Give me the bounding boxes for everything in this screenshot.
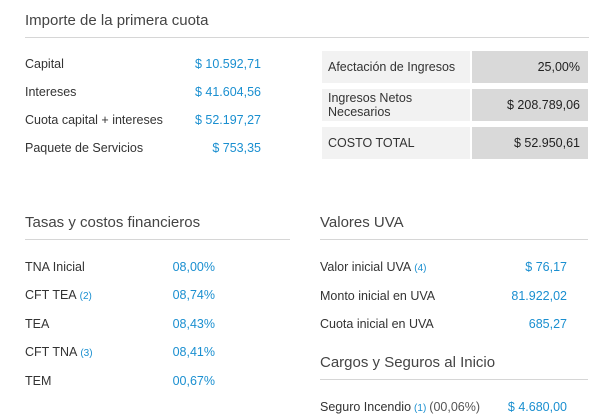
intereses-value: $ 41.604,56	[194, 85, 261, 99]
cft-tna-row: CFT TNA (3) 08,41%	[25, 345, 215, 359]
seguro-incendio-label: Seguro Incendio	[320, 400, 412, 414]
capital-label: Capital	[25, 57, 64, 71]
tna-inicial-label: TNA Inicial	[25, 260, 85, 274]
cft-tea-label: CFT TEA	[25, 288, 77, 302]
intereses-row: Intereses $ 41.604,56	[25, 85, 261, 99]
cuota-capital-intereses-row: Cuota capital + intereses $ 52.197,27	[25, 113, 261, 127]
afectacion-ingresos-row: Afectación de Ingresos 25,00%	[322, 51, 588, 83]
capital-row: Capital $ 10.592,71	[25, 57, 261, 71]
costo-total-label: COSTO TOTAL	[322, 127, 470, 159]
monto-inicial-uva-row: Monto inicial en UVA 81.922,02	[320, 289, 567, 303]
tem-row: TEM 00,67%	[25, 374, 215, 388]
seguro-incendio-note-link[interactable]: (1)	[414, 403, 427, 414]
tea-label: TEA	[25, 317, 50, 331]
cft-tea-value: 08,74%	[172, 288, 215, 302]
ingresos-netos-value: $ 208.789,06	[472, 89, 588, 121]
cft-tna-note-link[interactable]: (3)	[80, 348, 93, 359]
seguro-incendio-value: $ 4.680,00	[507, 400, 567, 414]
tea-value: 08,43%	[172, 317, 215, 331]
paquete-servicios-label: Paquete de Servicios	[25, 141, 144, 155]
seguro-incendio-row: Seguro Incendio (1) (00,06%) $ 4.680,00	[320, 400, 567, 414]
tem-value: 00,67%	[172, 374, 215, 388]
afectacion-ingresos-value: 25,00%	[472, 51, 588, 83]
tna-inicial-row: TNA Inicial 08,00%	[25, 260, 215, 274]
costo-total-value: $ 52.950,61	[472, 127, 588, 159]
tasas-title: Tasas y costos financieros	[25, 214, 290, 240]
valor-inicial-uva-note-link[interactable]: (4)	[414, 263, 427, 274]
ingresos-netos-label: Ingresos Netos Necesarios	[322, 89, 470, 121]
valor-inicial-uva-row: Valor inicial UVA (4) $ 76,17	[320, 260, 567, 274]
capital-value: $ 10.592,71	[194, 57, 261, 71]
cuota-inicial-uva-value: 685,27	[528, 317, 567, 331]
tna-inicial-value: 08,00%	[172, 260, 215, 274]
monto-inicial-uva-label: Monto inicial en UVA	[320, 289, 436, 303]
intereses-label: Intereses	[25, 85, 77, 99]
valor-inicial-uva-value: $ 76,17	[525, 260, 567, 274]
cuota-capital-intereses-value: $ 52.197,27	[194, 113, 261, 127]
tea-row: TEA 08,43%	[25, 317, 215, 331]
cft-tea-row: CFT TEA (2) 08,74%	[25, 288, 215, 302]
cargos-title: Cargos y Seguros al Inicio	[320, 354, 588, 380]
valor-inicial-uva-label: Valor inicial UVA	[320, 260, 412, 274]
paquete-servicios-row: Paquete de Servicios $ 753,35	[25, 141, 261, 155]
costo-total-row: COSTO TOTAL $ 52.950,61	[322, 127, 588, 159]
primera-cuota-title: Importe de la primera cuota	[25, 12, 589, 38]
cft-tea-note-link[interactable]: (2)	[79, 291, 92, 302]
paquete-servicios-value: $ 753,35	[212, 141, 261, 155]
monto-inicial-uva-value: 81.922,02	[511, 289, 567, 303]
cuota-capital-intereses-label: Cuota capital + intereses	[25, 113, 163, 127]
tem-label: TEM	[25, 374, 52, 388]
uva-title: Valores UVA	[320, 214, 588, 240]
afectacion-ingresos-label: Afectación de Ingresos	[322, 51, 470, 83]
cft-tna-label: CFT TNA	[25, 345, 78, 359]
ingresos-netos-row: Ingresos Netos Necesarios $ 208.789,06	[322, 89, 588, 121]
cuota-inicial-uva-row: Cuota inicial en UVA 685,27	[320, 317, 567, 331]
cuota-inicial-uva-label: Cuota inicial en UVA	[320, 317, 434, 331]
seguro-incendio-rate: (00,06%)	[429, 400, 481, 414]
cft-tna-value: 08,41%	[172, 345, 215, 359]
